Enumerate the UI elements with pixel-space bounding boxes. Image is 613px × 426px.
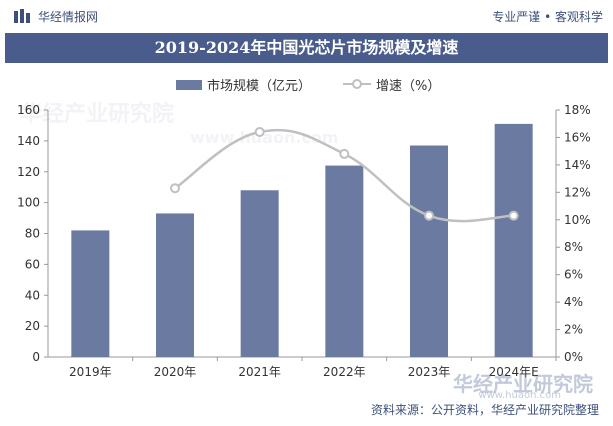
y-tick-right-label: 18% [564,103,591,117]
bar [410,145,448,357]
y-tick-right-label: 2% [564,323,583,337]
x-tick-label: 2021年 [238,365,281,379]
x-tick-label: 2022年 [323,365,366,379]
y-tick-right-label: 10% [564,213,591,227]
growth-point [254,126,265,137]
brand-logo-icon [14,9,30,23]
growth-point [170,183,180,194]
x-tick-label: 2020年 [154,365,197,379]
watermark-corner-url: www.huaon.com [478,390,561,401]
y-tick-right-label: 4% [564,295,583,309]
legend-series-bar: 市场规模（亿元） [207,79,312,94]
y-tick-left-label: 140 [17,134,40,148]
growth-point [508,210,519,221]
y-tick-right-label: 12% [564,185,591,199]
bar [494,123,533,357]
bar [325,165,364,357]
chart-title: 2019-2024年中国光芯片市场规模及增速 [154,38,459,57]
legend-bar-swatch [176,80,202,90]
legend-series-line: 增速（%） [376,79,441,94]
x-tick-label: 2019年 [69,365,112,379]
brand-tagline: 专业严谨 • 客观科学 [492,10,603,24]
y-tick-left-label: 80 [25,227,40,241]
watermark-corner: 华经产业研究院 [453,372,593,396]
y-tick-right-label: 0% [564,350,583,364]
y-tick-left-label: 40 [25,288,40,302]
bar [240,190,279,357]
y-tick-right-label: 8% [564,240,583,254]
watermark-text: 华经产业研究院 [20,102,175,127]
y-tick-left-label: 160 [17,103,40,117]
y-tick-left-label: 0 [32,350,40,364]
brand-name: 华经情报网 [38,10,99,24]
source-note: 资料来源：公开资料，华经产业研究院整理 [370,403,599,417]
chart-legend: 市场规模（亿元） 增速（%） [0,74,613,94]
y-tick-left-label: 20 [25,319,40,333]
bar [71,230,110,357]
x-tick-label: 2023年 [408,365,451,379]
y-tick-right-label: 6% [564,268,583,282]
legend-line-swatch [343,79,371,89]
title-bar: 2019-2024年中国光芯片市场规模及增速 [5,33,608,63]
bar [156,213,194,357]
growth-point [424,210,434,221]
x-tick-label: 2024年E [489,365,539,379]
growth-point [339,148,350,159]
top-bar: 华经情报网 专业严谨 • 客观科学 [0,0,613,32]
y-tick-left-label: 100 [17,196,40,210]
y-tick-right-label: 16% [564,130,591,144]
y-tick-right-label: 14% [564,158,591,172]
y-tick-left-label: 120 [17,165,40,179]
y-tick-left-label: 60 [25,257,40,271]
